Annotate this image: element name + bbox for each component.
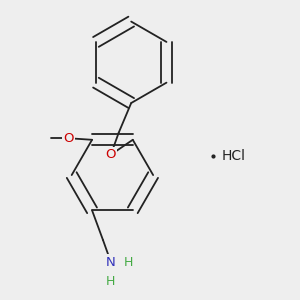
Text: O: O [63,132,74,145]
Text: HCl: HCl [222,149,246,163]
Text: H: H [106,274,116,287]
Text: N: N [106,256,116,268]
Text: O: O [106,148,116,161]
Text: H: H [123,256,133,268]
